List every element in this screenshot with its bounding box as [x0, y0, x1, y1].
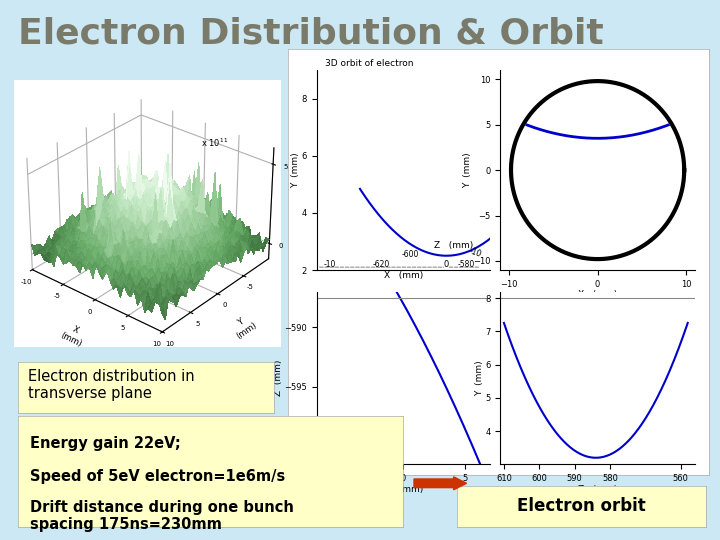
Text: Speed of 5eV electron=1e6m/s: Speed of 5eV electron=1e6m/s [30, 469, 285, 484]
Text: x 10$^{11}$: x 10$^{11}$ [201, 136, 228, 149]
Text: -580: -580 [458, 260, 475, 268]
Y-axis label: Y
(mm): Y (mm) [228, 312, 258, 341]
X-axis label: X   (mm): X (mm) [384, 272, 423, 280]
Text: 0: 0 [444, 260, 449, 268]
Text: Z   (mm): Z (mm) [434, 241, 473, 250]
Text: Electron Distribution & Orbit: Electron Distribution & Orbit [18, 16, 604, 50]
Y-axis label: Y  (mm): Y (mm) [292, 152, 300, 188]
X-axis label: X
(mm): X (mm) [59, 321, 88, 348]
Text: Electron distribution in
transverse plane: Electron distribution in transverse plan… [28, 369, 195, 401]
X-axis label: X   (mm): X (mm) [578, 290, 617, 299]
Text: Electron orbit: Electron orbit [517, 497, 646, 515]
Text: Drift distance during one bunch
spacing 175ns=230mm: Drift distance during one bunch spacing … [30, 500, 294, 532]
Text: -620: -620 [373, 260, 390, 268]
Text: -10: -10 [468, 246, 482, 259]
Y-axis label: Z  (mm): Z (mm) [274, 360, 283, 396]
X-axis label: Z   (mm): Z (mm) [578, 484, 617, 494]
X-axis label: X   (mm): X (mm) [384, 484, 423, 494]
Y-axis label: Y  (mm): Y (mm) [475, 360, 484, 396]
Text: -10: -10 [324, 260, 336, 268]
Y-axis label: Y  (mm): Y (mm) [463, 152, 472, 188]
Text: -600: -600 [402, 249, 419, 259]
Text: Energy gain 22eV;: Energy gain 22eV; [30, 436, 180, 451]
Text: 3D orbit of electron: 3D orbit of electron [325, 59, 414, 68]
